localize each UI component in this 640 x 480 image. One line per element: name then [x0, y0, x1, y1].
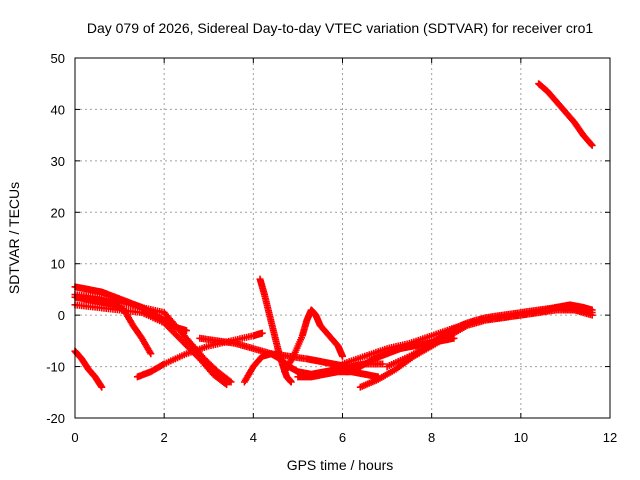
y-tick-label: 0	[58, 308, 65, 323]
data-point-marker	[226, 377, 234, 385]
series-arc-6	[133, 329, 266, 381]
data-point-marker	[587, 140, 595, 148]
data-point-marker	[147, 350, 155, 358]
y-axis-ticks: -20 -10 0 10 20 30 40 50	[46, 51, 610, 426]
data-points	[71, 80, 596, 391]
x-tick-label: 4	[250, 430, 257, 445]
x-tick-label: 8	[428, 430, 435, 445]
data-point-marker	[588, 309, 596, 317]
x-axis-label: GPS time / hours	[287, 457, 394, 473]
data-point-marker	[379, 360, 387, 368]
x-tick-label: 6	[339, 430, 346, 445]
data-point-marker	[588, 141, 596, 149]
y-tick-label: -10	[46, 360, 65, 375]
data-point-marker	[450, 334, 458, 342]
data-point-marker	[339, 352, 346, 360]
data-point-marker	[287, 378, 295, 386]
x-tick-label: 10	[514, 430, 528, 445]
y-axis-label: SDTVAR / TECUs	[6, 182, 22, 294]
y-tick-label: 10	[51, 257, 65, 272]
x-axis-ticks: 0 2 4 6 8 10 12	[71, 58, 617, 445]
x-tick-label: 2	[161, 430, 168, 445]
x-tick-label: 0	[71, 430, 78, 445]
series-arc-1	[71, 347, 106, 391]
x-tick-label: 12	[603, 430, 617, 445]
series-arc-16	[535, 80, 596, 149]
data-point-marker	[258, 329, 266, 337]
y-tick-label: 40	[51, 102, 65, 117]
series-arc-15	[383, 303, 596, 371]
y-tick-label: -20	[46, 411, 65, 426]
series-arc-10	[281, 306, 346, 376]
data-point-marker	[98, 383, 106, 391]
data-point-marker	[227, 378, 235, 386]
chart-title: Day 079 of 2026, Sidereal Day-to-day VTE…	[87, 20, 593, 36]
y-tick-label: 50	[51, 51, 65, 66]
data-point-marker	[182, 327, 190, 335]
y-tick-label: 20	[51, 205, 65, 220]
y-tick-label: 30	[51, 154, 65, 169]
